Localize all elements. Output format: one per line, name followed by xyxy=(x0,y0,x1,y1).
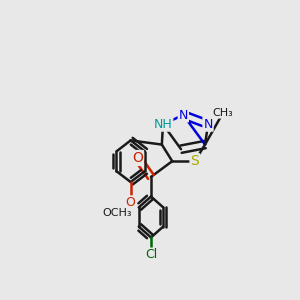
Text: O: O xyxy=(132,151,143,165)
Text: O: O xyxy=(126,196,136,209)
Text: OCH₃: OCH₃ xyxy=(102,208,131,218)
Text: NH: NH xyxy=(154,118,172,131)
Text: CH₃: CH₃ xyxy=(213,108,233,118)
Text: S: S xyxy=(190,154,199,168)
Text: Cl: Cl xyxy=(145,248,157,262)
Text: N: N xyxy=(178,109,188,122)
Text: N: N xyxy=(203,118,213,131)
